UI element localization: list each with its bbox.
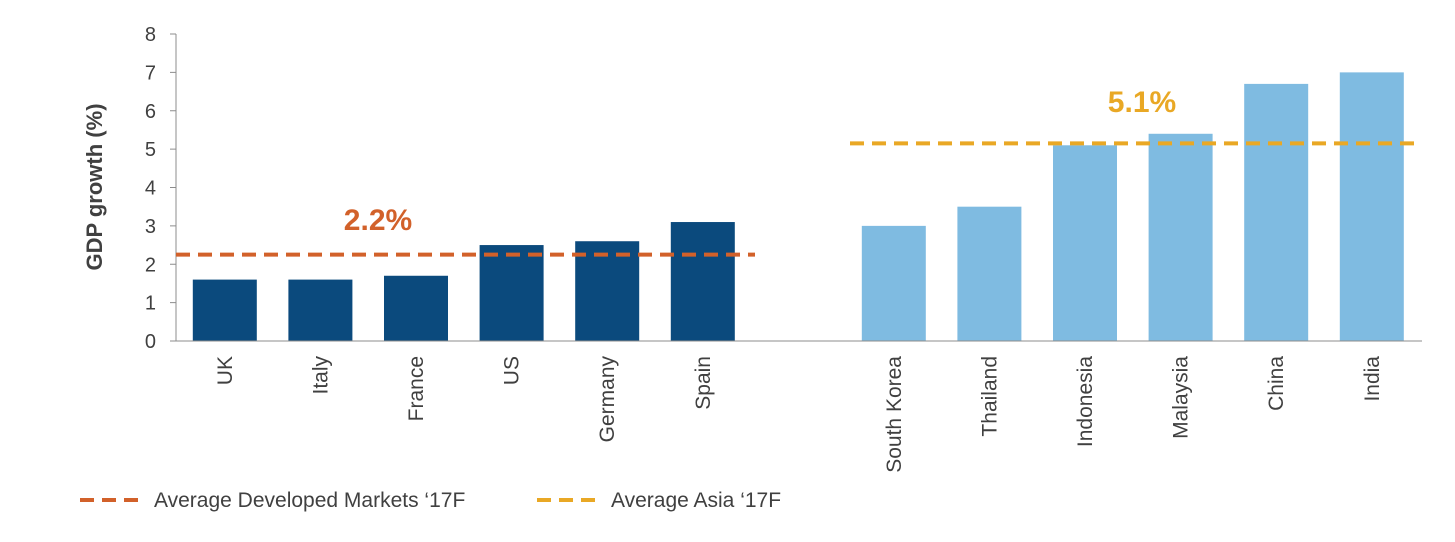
x-tick-label: UK [214, 356, 237, 385]
bar-south-korea [861, 225, 926, 341]
bar-indonesia [1053, 145, 1117, 341]
y-tick-label: 6 [145, 101, 156, 123]
bar-italy [288, 279, 353, 341]
x-tick-label: India [1361, 356, 1384, 402]
x-tick-label: Spain [692, 356, 715, 410]
x-axis: UK Italy France US Germany Spain South Korea Th… [176, 340, 1422, 473]
x-tick-label: Malaysia [1170, 356, 1193, 439]
x-tick-label: South Korea [883, 356, 906, 473]
bar-malaysia [1148, 133, 1213, 341]
legend: Average Developed Markets ‘17F Average As… [80, 489, 781, 512]
x-tick-label: Italy [309, 356, 332, 395]
y-tick-label: 0 [145, 331, 156, 353]
x-tick-label: Indonesia [1074, 356, 1097, 447]
bar-china [1244, 83, 1309, 341]
x-tick-label: US [501, 356, 524, 385]
y-tick-label: 8 [145, 24, 156, 46]
bar-spain [670, 222, 735, 341]
legend-label: Average Asia ‘17F [611, 489, 781, 512]
bar-thailand [957, 206, 1022, 341]
y-tick-label: 3 [145, 216, 156, 238]
bar-france [384, 275, 448, 341]
bar-germany [575, 241, 640, 341]
bar-us [479, 245, 544, 341]
y-tick-label: 5 [145, 139, 156, 161]
average-lines: 2.2% 5.1% [176, 86, 1422, 257]
average-label: 5.1% [1108, 86, 1176, 119]
bar-uk [192, 279, 257, 341]
average-label: 2.2% [344, 204, 412, 237]
y-axis: 0 1 2 3 4 5 6 7 8 [145, 24, 177, 353]
y-tick-label: 7 [145, 62, 156, 84]
x-tick-label: Thailand [978, 356, 1001, 437]
bars [192, 72, 1404, 341]
bar-india [1339, 72, 1404, 341]
x-tick-label: Germany [596, 356, 619, 443]
y-tick-label: 1 [145, 293, 156, 315]
x-tick-label: France [405, 356, 428, 421]
x-tick-label: China [1265, 356, 1288, 411]
legend-label: Average Developed Markets ‘17F [154, 489, 465, 512]
y-axis-label: GDP growth (%) [82, 103, 107, 270]
y-tick-label: 2 [145, 254, 156, 276]
y-tick-label: 4 [145, 178, 156, 200]
